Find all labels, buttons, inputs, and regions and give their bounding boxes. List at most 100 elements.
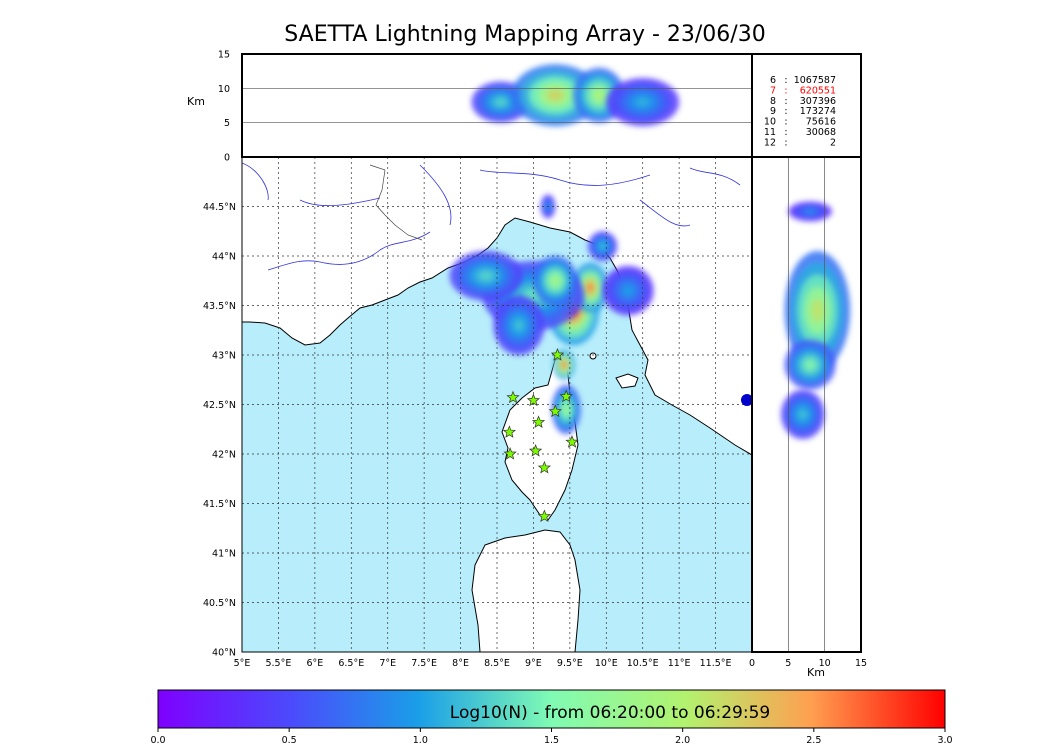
colorbar-tick-label: 1.5 (544, 735, 559, 746)
legend-row-count: 173274 (800, 106, 836, 117)
map-lon-ticks: 5°E 5.5°E 6°E 6.5°E 7°E 7.5°E 8°E 8.5°E 9°E 9.5°E… (234, 658, 732, 669)
lma-station-marker (506, 390, 520, 404)
altitude-panel: 0 5 10 15 Km (187, 50, 753, 164)
colorbar-label: Log10(N) - from 06:20:00 to 06:29:59 (450, 703, 770, 723)
legend-row-sep: : (784, 137, 787, 148)
legend-row: 6:1067587 (770, 75, 836, 86)
altitude-ticks: 0 5 10 15 (218, 50, 230, 164)
lma-station-marker (559, 389, 573, 403)
map-lon-tick-label: 11°E (668, 658, 691, 669)
map-lon-tick-label: 6°E (306, 658, 323, 669)
map-lat-tick-label: 44.5°N (203, 202, 236, 213)
legend-row-label: 6 (770, 75, 776, 86)
map-lon-tick-label: 10.5°E (627, 658, 659, 669)
map-lon-tick-label: 7°E (379, 658, 396, 669)
latitude-density-cell-0 (784, 251, 851, 370)
map-lon-tick-label: 9.5°E (557, 658, 583, 669)
altitude-density-cell-0 (471, 81, 530, 123)
map-density-cell-5 (449, 251, 523, 301)
legend-row: 7: 620551 (770, 85, 836, 96)
radar-site-dot (741, 394, 753, 406)
legend-row-label: 12 (764, 137, 776, 148)
colorbar-tick-label: 2.5 (806, 735, 821, 746)
legend-row-label: 7 (770, 85, 776, 96)
legend-row-label: 10 (764, 117, 776, 128)
latitude-panel-axis-label: Km (807, 666, 825, 679)
legend-row-sep: : (784, 96, 787, 107)
altitude-lightning-density (471, 64, 680, 127)
lma-station-marker (531, 415, 546, 428)
colorbar-ticks: 0.0 0.5 1.0 1.5 2.0 2.5 3.0 (150, 728, 953, 746)
island-capraia (589, 352, 597, 360)
colorbar-tick-label: 2.0 (675, 735, 690, 746)
lma-station-marker (528, 444, 543, 457)
map-borders (369, 164, 423, 241)
map-lat-tick-label: 40.5°N (203, 598, 236, 609)
legend-row: 12: 2 (764, 137, 836, 148)
altitude-tick-label: 10 (218, 84, 230, 95)
map-lightning-density (449, 194, 654, 435)
legend-row: 8: 307396 (770, 96, 836, 107)
map-lon-tick-label: 11.5°E (700, 658, 732, 669)
altitude-tick-label: 0 (224, 153, 230, 164)
map-density-cell-8 (588, 231, 618, 261)
altitude-legend: 6:10675877:6205518:3073969:17327410:7561… (751, 53, 862, 158)
lma-station-marker (526, 393, 541, 407)
map-density-cell-9 (602, 265, 654, 316)
altitude-gridlines (242, 87, 752, 124)
altitude-density-cell-3 (606, 78, 680, 127)
legend-row-count: 75616 (806, 117, 836, 128)
map-lat-tick-label: 42.5°N (203, 400, 236, 411)
island-sardinia (471, 529, 581, 652)
chart-title: SAETTA Lightning Mapping Array - 23/06/3… (284, 22, 766, 47)
legend-row-label: 8 (770, 96, 776, 107)
legend-row-sep: : (784, 75, 787, 86)
lma-stations (502, 348, 579, 522)
island-elba (615, 373, 639, 389)
map-lon-tick-label: 5.5°E (265, 658, 291, 669)
colorbar-tick-label: 0.5 (282, 735, 297, 746)
altitude-tick-label: 15 (218, 50, 230, 61)
latitude-density-cell-2 (788, 201, 832, 222)
map-lat-tick-label: 43.5°N (203, 301, 236, 312)
colorbar-tick-label: 1.0 (413, 735, 428, 746)
latitude-density-cell-1 (784, 340, 836, 390)
map-lat-tick-label: 43°N (212, 351, 236, 362)
map-panel: 5°E 5.5°E 6°E 6.5°E 7°E 7.5°E 8°E 8.5°E 9°E 9.5°E… (203, 156, 753, 669)
latitude-panel-tick-label: 10 (819, 658, 831, 669)
legend-row-count: 620551 (800, 85, 836, 96)
map-lat-tick-label: 44°N (212, 252, 236, 263)
latitude-altitude-panel: 0 5 10 15 Km (749, 156, 867, 679)
legend-row-sep: : (784, 127, 787, 138)
map-density-cell-7 (533, 256, 578, 306)
lma-station-marker (548, 404, 562, 418)
lma-station-marker (537, 460, 552, 474)
altitude-tick-label: 5 (224, 118, 230, 129)
map-lon-tick-label: 9°E (525, 658, 542, 669)
legend-row-label: 11 (764, 127, 776, 138)
map-lon-tick-label: 10°E (595, 658, 618, 669)
lma-station-marker (502, 425, 517, 438)
map-lat-ticks: 40°N 40.5°N 41°N 41.5°N 42°N 42.5°N 43°N 43.5°N… (203, 202, 236, 659)
legend-row-sep: : (784, 106, 787, 117)
map-lon-tick-label: 8.5°E (484, 658, 510, 669)
legend-row-count: 1067587 (794, 75, 836, 86)
colorbar-tick-label: 0.0 (150, 735, 165, 746)
altitude-density-cell-1 (511, 64, 599, 127)
map-lat-tick-label: 41°N (212, 549, 236, 560)
map-lon-tick-label: 6.5°E (338, 658, 364, 669)
map-lon-tick-label: 7.5°E (411, 658, 437, 669)
latitude-gridlines (787, 157, 826, 652)
latitude-panel-tick-label: 5 (785, 658, 791, 669)
latitude-panel-tick-label: 0 (749, 658, 755, 669)
legend-row-sep: : (784, 85, 787, 96)
colorbar: Log10(N) - from 06:20:00 to 06:29:59 0.0… (150, 689, 953, 746)
latitude-panel-ticks: 0 5 10 15 (749, 658, 867, 669)
map-rivers (242, 162, 741, 271)
latitude-lightning-density (781, 201, 851, 440)
altitude-axis-label: Km (187, 95, 205, 108)
map-density-cell-3 (551, 384, 581, 435)
legend-row-sep: : (784, 117, 787, 128)
colorbar-tick-label: 3.0 (937, 735, 952, 746)
